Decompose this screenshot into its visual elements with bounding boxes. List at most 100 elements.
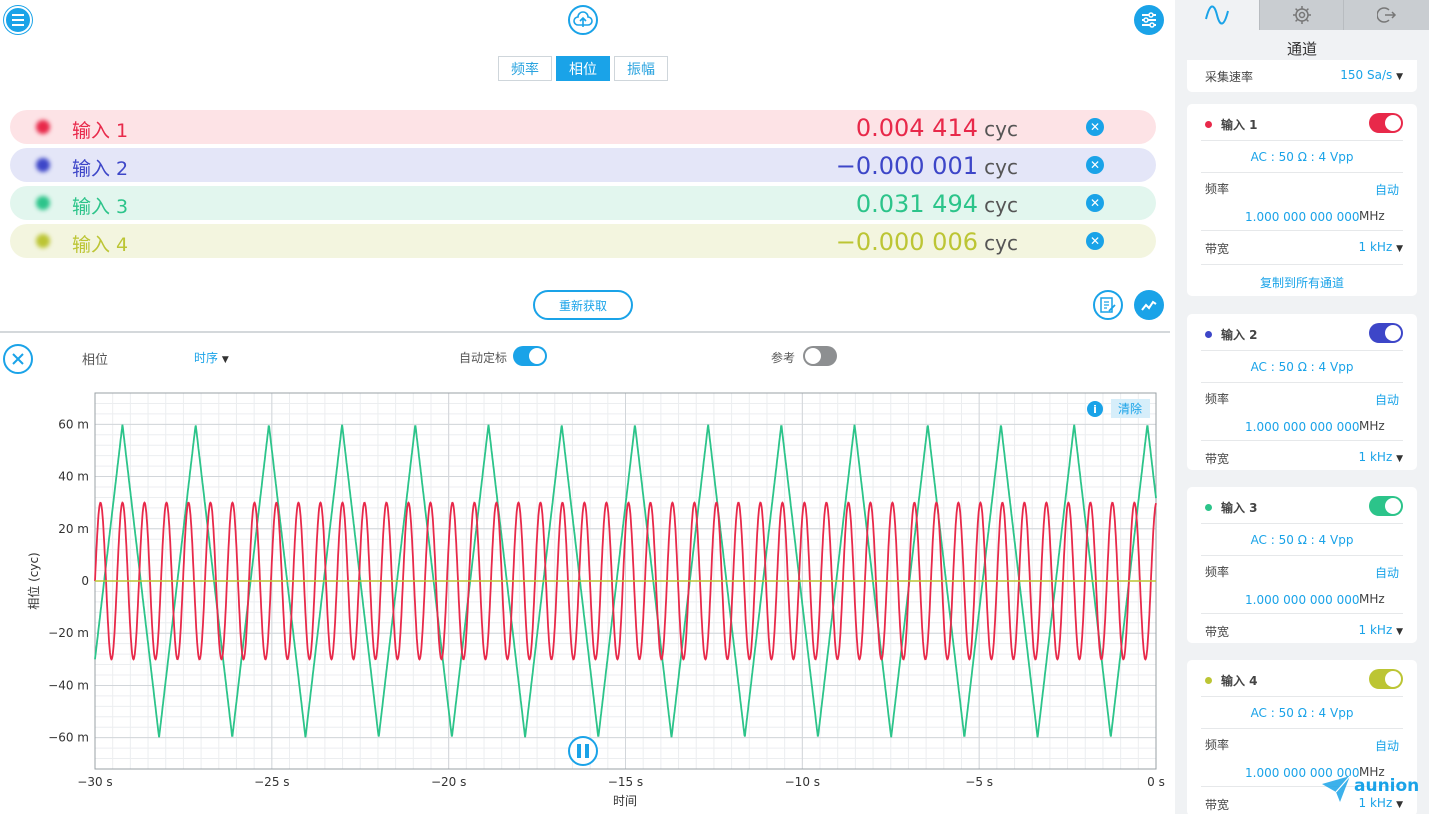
bandwidth-label: 带宽 xyxy=(1205,452,1230,466)
y-tick-label: −40 m xyxy=(48,678,89,692)
channel-card-input-2: 输入 2 AC : 50 Ω : 4 Vpp 频率 自动 1.000 000 000 0… xyxy=(1187,314,1417,470)
frequency-value-input[interactable]: 1.000 000 000 000 xyxy=(1245,593,1360,607)
y-tick-label: 0 xyxy=(81,574,89,588)
reading-unit: cyc xyxy=(984,231,1018,255)
remove-reading-icon[interactable]: ✕ xyxy=(1086,156,1104,174)
frequency-value-input[interactable]: 1.000 000 000 000 xyxy=(1245,766,1360,780)
coupling-setting[interactable]: AC : 50 Ω : 4 Vpp xyxy=(1250,150,1354,164)
copy-to-all-button[interactable]: 复制到所有通道 xyxy=(1259,276,1344,290)
sample-rate-select[interactable]: 150 Sa/s ▼ xyxy=(1340,68,1403,82)
bandwidth-select[interactable]: 1 kHz ▼ xyxy=(1359,450,1403,464)
line-chart-icon xyxy=(1141,300,1157,311)
clear-button[interactable]: 清除 xyxy=(1118,401,1142,416)
svg-text:i: i xyxy=(1093,403,1097,416)
close-chart-button[interactable] xyxy=(3,344,33,374)
channel-enable-toggle[interactable] xyxy=(1369,496,1403,516)
channel-enable-toggle[interactable] xyxy=(1369,323,1403,343)
coupling-setting[interactable]: AC : 50 Ω : 4 Vpp xyxy=(1250,360,1354,374)
close-icon xyxy=(12,353,24,365)
log-button[interactable] xyxy=(1093,290,1123,320)
autoscale-toggle[interactable] xyxy=(513,346,547,366)
channel-enable-toggle[interactable] xyxy=(1369,669,1403,689)
x-tick-label: −25 s xyxy=(254,775,289,789)
x-axis-label: 时间 xyxy=(613,794,637,808)
refresh-button[interactable]: 重新获取 xyxy=(533,290,633,320)
channel-dot xyxy=(36,158,50,172)
reference-toggle[interactable] xyxy=(803,346,837,366)
pause-button[interactable] xyxy=(568,736,598,766)
remove-reading-icon[interactable]: ✕ xyxy=(1086,232,1104,250)
divider xyxy=(1201,382,1403,383)
sample-rate-value: 150 Sa/s xyxy=(1340,68,1393,82)
divider xyxy=(1201,696,1403,697)
frequency-mode[interactable]: 自动 xyxy=(1374,739,1399,753)
bandwidth-value: 1 kHz xyxy=(1358,240,1393,254)
x-tick-label: −20 s xyxy=(431,775,466,789)
bandwidth-select[interactable]: 1 kHz ▼ xyxy=(1359,796,1403,810)
reading-unit: cyc xyxy=(984,193,1018,217)
measurement-tabs: 频率 相位 振幅 xyxy=(498,56,668,81)
coupling-setting[interactable]: AC : 50 Ω : 4 Vpp xyxy=(1250,533,1354,547)
main-panel: 频率 相位 振幅 输入 1 0.004 414 cyc ✕ 输入 2 −0.000 001… xyxy=(0,5,1170,814)
reading-unit: cyc xyxy=(984,117,1018,141)
bandwidth-label: 带宽 xyxy=(1205,625,1230,639)
tab-amplitude[interactable]: 振幅 xyxy=(614,56,668,81)
frequency-value-input[interactable]: 1.000 000 000 000 xyxy=(1245,420,1360,434)
divider xyxy=(1201,555,1403,556)
edit-document-icon xyxy=(1100,297,1116,313)
reading-row-input-1: 输入 1 0.004 414 cyc ✕ xyxy=(10,110,1156,144)
frequency-unit: MHz xyxy=(1359,765,1385,779)
tab-logout[interactable] xyxy=(1344,0,1429,30)
channel-name: 输入 1 xyxy=(1221,118,1258,132)
bandwidth-select[interactable]: 1 kHz ▼ xyxy=(1359,240,1403,254)
sample-rate-label: 采集速率 xyxy=(1205,70,1254,84)
frequency-mode[interactable]: 自动 xyxy=(1374,393,1399,407)
sample-rate-card: 采集速率 150 Sa/s ▼ xyxy=(1187,60,1417,92)
x-tick-label: −30 s xyxy=(77,775,112,789)
bandwidth-select[interactable]: 1 kHz ▼ xyxy=(1359,623,1403,637)
tab-frequency[interactable]: 频率 xyxy=(498,56,552,81)
coupling-setting[interactable]: AC : 50 Ω : 4 Vpp xyxy=(1250,706,1354,720)
order-select-label: 时序 xyxy=(194,351,219,365)
caret-down-icon: ▼ xyxy=(1396,627,1403,637)
channel-enable-toggle[interactable] xyxy=(1369,113,1403,133)
chart-toggle-button[interactable] xyxy=(1134,290,1164,320)
menu-button[interactable] xyxy=(3,5,33,35)
reading-value: 0.004 414 xyxy=(855,114,978,142)
tab-settings[interactable] xyxy=(1259,0,1345,30)
frequency-unit: MHz xyxy=(1359,209,1385,223)
channel-dot xyxy=(1205,504,1212,511)
frequency-mode[interactable]: 自动 xyxy=(1374,183,1399,197)
settings-sliders-button[interactable] xyxy=(1134,5,1164,35)
reading-unit: cyc xyxy=(984,155,1018,179)
x-tick-label: −5 s xyxy=(965,775,993,789)
reading-channel-name: 输入 4 xyxy=(72,234,129,256)
divider xyxy=(1201,230,1403,231)
remove-reading-icon[interactable]: ✕ xyxy=(1086,118,1104,136)
reference-label: 参考 xyxy=(771,351,796,365)
gear-icon xyxy=(1292,6,1311,24)
frequency-mode[interactable]: 自动 xyxy=(1374,566,1399,580)
channel-dot xyxy=(36,120,50,134)
order-select[interactable]: 时序 ▼ xyxy=(194,349,229,366)
channel-card-input-3: 输入 3 AC : 50 Ω : 4 Vpp 频率 自动 1.000 000 000 0… xyxy=(1187,487,1417,643)
divider xyxy=(1201,350,1403,351)
frequency-value-input[interactable]: 1.000 000 000 000 xyxy=(1245,210,1360,224)
upload-button[interactable] xyxy=(568,5,598,35)
reading-channel-name: 输入 2 xyxy=(72,158,129,180)
sidebar-tabs xyxy=(1175,0,1429,30)
phase-chart[interactable]: −30 s −25 s −20 s −15 s −10 s −5 s 0 s 60 m 40 … xyxy=(0,380,1170,814)
divider xyxy=(1201,523,1403,524)
channel-dot xyxy=(36,234,50,248)
series-line-1 xyxy=(94,501,1157,661)
cloud-upload-icon xyxy=(573,11,593,27)
tab-phase[interactable]: 相位 xyxy=(556,56,610,81)
clear-button-bg[interactable] xyxy=(1111,399,1150,418)
divider xyxy=(1201,172,1403,173)
remove-reading-icon[interactable]: ✕ xyxy=(1086,194,1104,212)
y-axis-label: 相位 (cyc) xyxy=(26,552,41,609)
tab-channels[interactable] xyxy=(1175,0,1260,30)
channel-name: 输入 4 xyxy=(1221,674,1258,688)
channel-card-input-1: 输入 1 AC : 50 Ω : 4 Vpp 频率 自动 1.000 000 000 0… xyxy=(1187,104,1417,296)
info-icon[interactable] xyxy=(1087,401,1103,417)
